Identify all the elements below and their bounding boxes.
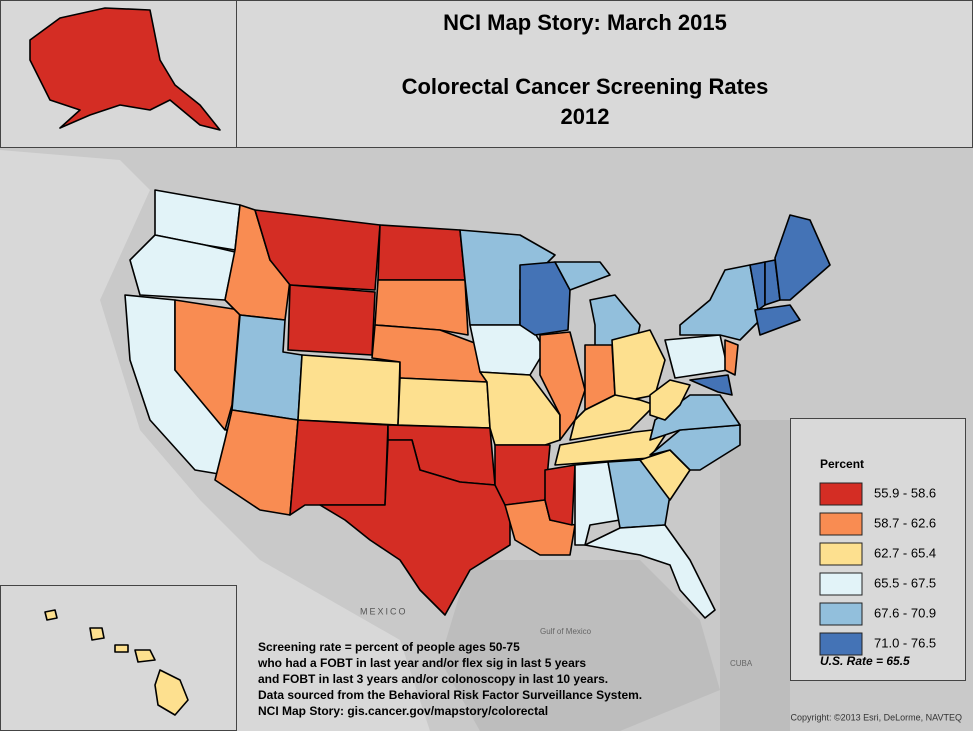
state <box>649 394 741 441</box>
legend-swatch <box>819 602 863 626</box>
copyright: Copyright: ©2013 Esri, DeLorme, NAVTEQ <box>790 712 962 722</box>
note-line: and FOBT in last 3 years and/or colonosc… <box>258 672 608 686</box>
subtitle: 2012 <box>561 104 610 129</box>
legend-swatch <box>819 572 863 596</box>
states <box>124 189 831 619</box>
state <box>154 189 241 251</box>
title-frame <box>236 0 973 148</box>
legend-label: 55.9 - 58.6 <box>874 485 936 500</box>
state <box>287 284 376 356</box>
state <box>494 444 551 506</box>
state <box>544 464 576 526</box>
state <box>689 374 733 396</box>
legend-label: 58.7 - 62.6 <box>874 515 936 530</box>
alaska-inset <box>0 0 237 148</box>
legend-swatch <box>819 482 863 506</box>
note-line: who had a FOBT in last year and/or flex … <box>257 656 586 670</box>
state <box>554 261 611 291</box>
legend-label: 65.5 - 67.5 <box>874 575 936 590</box>
map-label: Gulf of Mexico <box>540 627 592 636</box>
state <box>649 379 691 421</box>
map-label: CUBA <box>730 659 753 668</box>
state <box>89 627 105 641</box>
subtitle: Colorectal Cancer Screening Rates <box>402 74 769 99</box>
note-line: Screening rate = percent of people ages … <box>258 640 520 654</box>
us-rate: U.S. Rate = 65.5 <box>820 654 910 668</box>
title: NCI Map Story: March 2015 <box>443 10 727 35</box>
state <box>114 644 129 653</box>
state <box>664 334 729 379</box>
state <box>297 354 401 426</box>
state <box>754 304 801 336</box>
legend-swatch <box>819 542 863 566</box>
state <box>29 7 221 131</box>
state <box>319 439 511 616</box>
legend-title: Percent <box>820 457 864 471</box>
title-box: NCI Map Story: March 2015 Colorectal Can… <box>236 0 973 148</box>
state <box>374 279 469 336</box>
state <box>254 209 381 291</box>
gulf-water <box>440 560 720 731</box>
note-line: NCI Map Story: gis.cancer.gov/mapstory/c… <box>258 704 548 718</box>
state <box>377 224 466 281</box>
legend-swatch <box>819 632 863 656</box>
state <box>724 339 739 376</box>
state <box>774 214 831 301</box>
legend-swatch <box>819 512 863 536</box>
state <box>539 331 586 441</box>
legend-label: 71.0 - 76.5 <box>874 635 936 650</box>
legend-label: 62.7 - 65.4 <box>874 545 936 560</box>
legend: Percent U.S. Rate = 65.5 55.9 - 58.6 58.7… <box>790 418 966 681</box>
state <box>584 524 716 619</box>
state <box>289 419 389 516</box>
hawaii-inset <box>0 585 237 731</box>
state <box>134 649 156 663</box>
state <box>44 609 58 621</box>
inset-frame <box>0 585 237 731</box>
ocean <box>720 420 790 731</box>
state <box>174 299 241 431</box>
map-label: MEXICO <box>360 606 408 616</box>
legend-label: 67.6 - 70.9 <box>874 605 936 620</box>
state <box>154 669 189 716</box>
state <box>569 394 656 441</box>
state <box>397 377 491 429</box>
note-line: Data sourced from the Behavioral Risk Fa… <box>258 688 642 702</box>
state <box>554 427 671 466</box>
